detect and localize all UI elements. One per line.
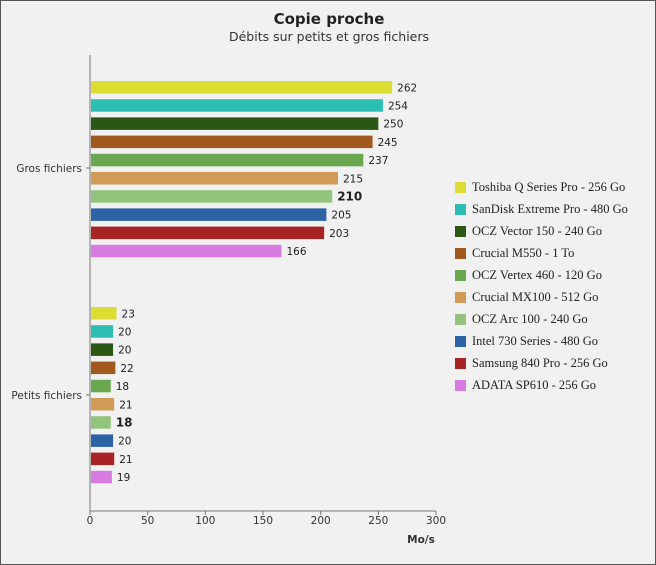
- bar: [91, 99, 383, 112]
- data-label: 203: [329, 228, 349, 240]
- bar: [91, 434, 114, 447]
- bar: [91, 398, 115, 411]
- data-label: 215: [343, 173, 363, 185]
- x-tick-label: 100: [195, 515, 215, 527]
- legend-swatch: [455, 247, 466, 259]
- legend-item: ADATA SP610 - 256 Go: [455, 374, 628, 396]
- legend-label: Toshiba Q Series Pro - 256 Go: [472, 179, 626, 194]
- data-label: 19: [117, 472, 130, 484]
- legend-item: SanDisk Extreme Pro - 480 Go: [455, 198, 628, 220]
- data-label: 20: [118, 345, 131, 357]
- data-label: 166: [286, 246, 306, 258]
- bar: [91, 190, 333, 203]
- x-tick-label: 200: [311, 515, 331, 527]
- data-label: 18: [116, 415, 133, 429]
- legend-swatch: [455, 269, 466, 281]
- data-label: 21: [119, 454, 132, 466]
- legend-label: OCZ Vector 150 - 240 Go: [472, 223, 602, 238]
- data-label: 237: [368, 155, 388, 167]
- legend-swatch: [455, 313, 466, 325]
- bar: [91, 172, 338, 185]
- bar: [91, 208, 327, 221]
- bar: [91, 452, 115, 466]
- category-label: Petits fichiers: [11, 390, 82, 402]
- bar: [91, 325, 114, 338]
- chart-subtitle: Débits sur petits et gros fichiers: [228, 29, 430, 44]
- bar: [91, 244, 282, 258]
- bar: [91, 343, 114, 356]
- data-label: 262: [397, 82, 417, 94]
- legend-label: OCZ Arc 100 - 240 Go: [472, 311, 588, 326]
- legend-label: Intel 730 Series - 480 Go: [472, 333, 599, 348]
- legend-label: SanDisk Extreme Pro - 480 Go: [472, 201, 628, 216]
- legend-item: Intel 730 Series - 480 Go: [455, 330, 628, 352]
- data-label: 18: [116, 381, 129, 393]
- data-label: 254: [388, 100, 408, 112]
- data-label: 210: [337, 189, 362, 203]
- legend-item: OCZ Arc 100 - 240 Go: [455, 308, 628, 330]
- bar: [91, 361, 116, 375]
- data-label: 245: [378, 137, 398, 149]
- data-label: 20: [118, 436, 131, 448]
- legend-label: Crucial MX100 - 512 Go: [472, 289, 599, 304]
- legend-item: Crucial M550 - 1 To: [455, 242, 628, 264]
- legend-swatch: [455, 379, 466, 391]
- legend-swatch: [455, 335, 466, 347]
- bar: [91, 117, 379, 130]
- x-tick-label: 300: [426, 515, 446, 527]
- bar: [91, 135, 373, 149]
- bar: [91, 226, 325, 240]
- bar: [91, 379, 111, 393]
- legend-item: Crucial MX100 - 512 Go: [455, 286, 628, 308]
- data-label: 20: [118, 326, 131, 338]
- legend-label: Samsung 840 Pro - 256 Go: [472, 355, 608, 370]
- legend-swatch: [455, 203, 466, 215]
- data-label: 205: [331, 210, 351, 222]
- legend-item: OCZ Vertex 460 - 120 Go: [455, 264, 628, 286]
- data-label: 21: [119, 399, 132, 411]
- legend-item: OCZ Vector 150 - 240 Go: [455, 220, 628, 242]
- x-tick-label: 0: [87, 515, 94, 527]
- data-label: 23: [122, 308, 135, 320]
- legend-swatch: [455, 357, 466, 369]
- data-label: 22: [120, 363, 133, 375]
- x-tick-label: 50: [141, 515, 154, 527]
- legend-label: OCZ Vertex 460 - 120 Go: [472, 267, 602, 282]
- bar: [91, 470, 112, 484]
- data-label: 250: [383, 119, 403, 131]
- bar: [91, 307, 117, 320]
- x-tick-label: 250: [368, 515, 388, 527]
- legend-item: Toshiba Q Series Pro - 256 Go: [455, 176, 628, 198]
- category-label: Gros fichiers: [16, 163, 82, 175]
- x-axis-label: Mo/s: [407, 534, 435, 546]
- x-tick-label: 150: [253, 515, 273, 527]
- bar: [91, 153, 364, 167]
- legend-swatch: [455, 181, 466, 193]
- legend-label: ADATA SP610 - 256 Go: [472, 377, 597, 392]
- legend-swatch: [455, 225, 466, 237]
- legend-item: Samsung 840 Pro - 256 Go: [455, 352, 628, 374]
- legend-label: Crucial M550 - 1 To: [472, 245, 575, 260]
- bar: [91, 81, 393, 94]
- chart-title: Copie proche: [273, 10, 385, 28]
- bar: [91, 416, 111, 429]
- legend-swatch: [455, 291, 466, 303]
- chart-legend: Toshiba Q Series Pro - 256 Go SanDisk Ext…: [455, 176, 628, 396]
